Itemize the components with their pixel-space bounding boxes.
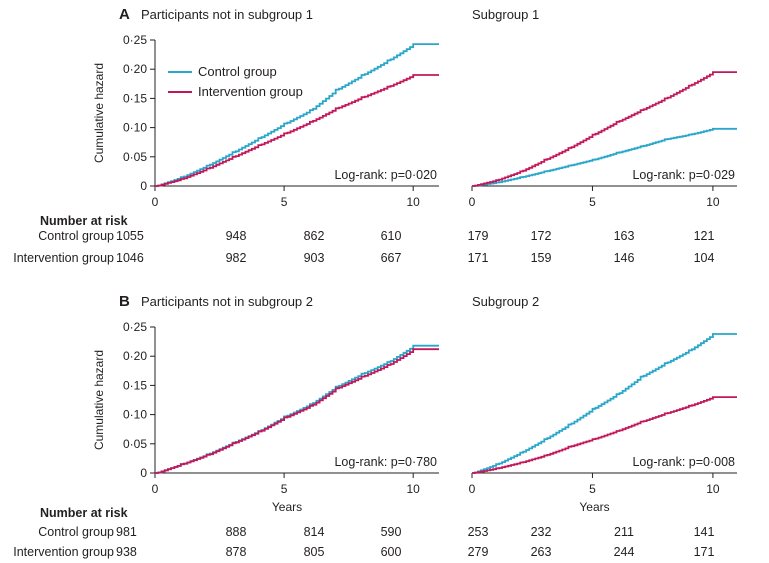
- panel-2-risk-control-value: 172: [531, 229, 552, 243]
- panel-4-risk-intervention-value: 244: [614, 545, 635, 559]
- panel-1-risk-control-label: Control group: [38, 229, 114, 243]
- panel-2-title: Subgroup 1: [472, 7, 539, 22]
- panel-4-x-tick-label: 0: [469, 482, 476, 496]
- panel-1-risk-control-value: 862: [304, 229, 325, 243]
- panel-3-risk-control-label: Control group: [38, 525, 114, 539]
- panel-1-risk-control-value: 1055: [116, 229, 144, 243]
- panel-2-x-tick-label: 5: [589, 195, 596, 209]
- panel-1-y-tick-label: 0·15: [123, 91, 147, 105]
- panel-2-risk-intervention-value: 171: [468, 251, 489, 265]
- panel-2-risk-control-value: 121: [694, 229, 715, 243]
- panel-1-risk-control-value: 610: [381, 229, 402, 243]
- panel-1-x-tick-label: 5: [281, 195, 288, 209]
- panel-1-y-tick-label: 0·20: [123, 62, 147, 76]
- panel-2-intervention-line: [472, 71, 737, 187]
- panel-1-x-tick-label: 10: [407, 195, 421, 209]
- panel-3-y-tick-label: 0·20: [123, 349, 147, 363]
- panel-3-letter: B: [119, 293, 130, 310]
- panel-4-x-tick-label: 10: [706, 482, 720, 496]
- panel-2-risk-intervention-value: 159: [531, 251, 552, 265]
- panel-1-risk-control-value: 948: [226, 229, 247, 243]
- panel-2-control-line: [472, 127, 737, 187]
- panel-1-risk-intervention-value: 667: [381, 251, 402, 265]
- panel-2-x-tick-label: 10: [706, 195, 720, 209]
- panel-4-risk-intervention-value: 279: [468, 545, 489, 559]
- legend-control-label: Control group: [198, 64, 277, 79]
- panel-3-y-tick-label: 0: [140, 466, 147, 480]
- panel-3-risk-intervention-value: 805: [304, 545, 325, 559]
- legend-intervention-label: Intervention group: [198, 84, 303, 99]
- panel-3-risk-control-value: 590: [381, 525, 402, 539]
- panel-4-risk-intervention-value: 171: [694, 545, 715, 559]
- panel-3-risk-control-value: 814: [304, 525, 325, 539]
- panel-2-risk-control-value: 163: [614, 229, 635, 243]
- panel-3-x-label: Years: [272, 500, 302, 514]
- panel-1-risk-intervention-value: 903: [304, 251, 325, 265]
- panel-1-control-line: [155, 43, 439, 187]
- panel-4-risk-control-value: 232: [531, 525, 552, 539]
- panel-3-risk-intervention-value: 878: [226, 545, 247, 559]
- panel-1-y-tick-label: 0·05: [123, 150, 147, 164]
- panel-4-risk-control-value: 141: [694, 525, 715, 539]
- panel-4-x-tick-label: 5: [589, 482, 596, 496]
- panel-4-logrank: Log-rank: p=0·008: [632, 455, 735, 469]
- panel-4-x-label: Years: [579, 500, 609, 514]
- panel-1-risk-intervention-label: Intervention group: [13, 251, 114, 265]
- panel-1-letter: A: [119, 6, 130, 23]
- panel-1-y-tick-label: 0·25: [123, 33, 147, 47]
- panel-1-y-label: Cumulative hazard: [92, 63, 106, 163]
- panel-3-risk-intervention-value: 938: [116, 545, 137, 559]
- panel-2-risk-control-value: 179: [468, 229, 489, 243]
- panel-1-risk-intervention-value: 982: [226, 251, 247, 265]
- panel-3-y-label: Cumulative hazard: [92, 350, 106, 450]
- panel-3-logrank: Log-rank: p=0·780: [334, 455, 437, 469]
- panel-1-y-tick-label: 0: [140, 179, 147, 193]
- panel-3-control-line: [155, 344, 439, 474]
- panel-1-intervention-line: [155, 74, 439, 187]
- panel-3-y-tick-label: 0·25: [123, 320, 147, 334]
- panel-3-risk-intervention-value: 600: [381, 545, 402, 559]
- panel-1-risk-heading: Number at risk: [40, 214, 128, 228]
- panel-2-risk-intervention-value: 146: [614, 251, 635, 265]
- panel-4-risk-control-value: 253: [468, 525, 489, 539]
- panel-1-title: Participants not in subgroup 1: [141, 7, 313, 22]
- panel-1-y-tick-label: 0·10: [123, 121, 147, 135]
- panel-3-x-tick-label: 10: [407, 482, 421, 496]
- panel-2-x-tick-label: 0: [469, 195, 476, 209]
- panel-4-risk-intervention-value: 263: [531, 545, 552, 559]
- panel-3-x-tick-label: 5: [281, 482, 288, 496]
- panel-3-risk-control-value: 888: [226, 525, 247, 539]
- panel-3-risk-control-value: 981: [116, 525, 137, 539]
- panel-3-y-tick-label: 0·15: [123, 378, 147, 392]
- panel-3-x-tick-label: 0: [152, 482, 159, 496]
- panel-3-intervention-line: [155, 348, 439, 474]
- panel-4-control-line: [472, 333, 737, 474]
- panel-4-intervention-line: [472, 396, 737, 474]
- panel-1-x-tick-label: 0: [152, 195, 159, 209]
- panel-2-logrank: Log-rank: p=0·029: [632, 168, 735, 182]
- panel-4-title: Subgroup 2: [472, 294, 539, 309]
- panel-3-risk-intervention-label: Intervention group: [13, 545, 114, 559]
- panel-2-risk-intervention-value: 104: [694, 251, 715, 265]
- panel-1-risk-intervention-value: 1046: [116, 251, 144, 265]
- panel-3-title: Participants not in subgroup 2: [141, 294, 313, 309]
- panel-3-risk-heading: Number at risk: [40, 506, 128, 520]
- panel-3-y-tick-label: 0·05: [123, 437, 147, 451]
- panel-1-logrank: Log-rank: p=0·020: [334, 168, 437, 182]
- panel-3-y-tick-label: 0·10: [123, 408, 147, 422]
- panel-4-risk-control-value: 211: [614, 525, 634, 539]
